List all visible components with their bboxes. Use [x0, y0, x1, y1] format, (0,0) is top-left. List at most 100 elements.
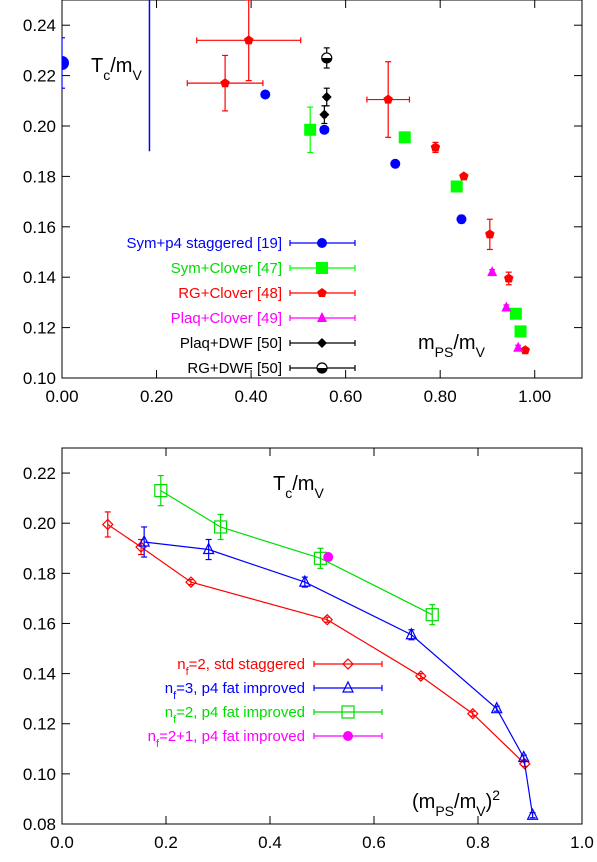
x-tick-label: 0.00	[45, 387, 78, 406]
plot-frame	[61, 447, 583, 825]
x-tick-label: 0.0	[50, 833, 74, 852]
x-tick-label: 0.80	[424, 387, 457, 406]
y-tick-label: 0.20	[23, 117, 56, 136]
y-tick-label: 0.18	[23, 167, 56, 186]
y-tick-label: 0.16	[23, 218, 56, 237]
legend-marker	[317, 238, 327, 248]
data-point	[321, 52, 333, 64]
data-point	[214, 520, 228, 534]
plot-frame	[61, 0, 583, 379]
series-line	[160, 490, 433, 616]
data-point	[321, 613, 334, 626]
legend-label: Plaq+DWF [50]	[180, 335, 282, 352]
legend-marker	[317, 312, 327, 322]
legend-label: nf=3, p4 fat improved	[165, 680, 305, 702]
x-tick-label: 0.40	[235, 387, 268, 406]
y-tick-label: 0.14	[23, 268, 56, 287]
legend-marker	[341, 705, 355, 719]
x-tick-label: 1.0	[570, 833, 594, 852]
data-point	[298, 574, 311, 587]
series-line	[144, 541, 534, 816]
y-axis-label: Tc/mV	[91, 55, 142, 83]
series-4	[319, 87, 332, 125]
data-point	[520, 345, 530, 355]
data-point	[185, 576, 197, 588]
y-tick-label: 0.20	[23, 514, 56, 533]
data-point	[260, 89, 271, 100]
data-point	[304, 123, 317, 136]
legend-label: nf=2, p4 fat improved	[165, 704, 305, 726]
data-point	[526, 807, 539, 820]
y-tick-label: 0.22	[23, 464, 56, 483]
data-point	[138, 534, 151, 547]
chart-top: 0.10 0.12 0.14 0.16 0.18 0.20 0.22 0.24 0.00 0.20…	[23, 0, 583, 406]
series-2	[186, 0, 530, 355]
legend-marker	[317, 338, 327, 348]
x-tick-label: 0.20	[140, 387, 173, 406]
legend-marker	[342, 658, 354, 670]
y-tick-label: 0.14	[23, 665, 56, 684]
y-tick-label: 0.12	[23, 319, 56, 338]
series-3	[487, 266, 524, 352]
x-tick-label: 0.4	[258, 833, 282, 852]
y-axis-label: Tc/mV	[273, 473, 324, 501]
data-point	[390, 158, 401, 169]
y-tick-label: 0.10	[23, 765, 56, 784]
data-point	[319, 109, 330, 120]
data-point	[487, 266, 498, 277]
data-point	[154, 484, 168, 498]
x-axis-label: mPS/mV	[418, 332, 486, 360]
y-tick-label: 0.16	[23, 614, 56, 633]
plot-area	[62, 0, 530, 355]
x-tick-label: 0.60	[329, 387, 362, 406]
series-0	[101, 511, 531, 770]
series-0	[260, 89, 467, 225]
data-point	[509, 307, 522, 320]
x-tick-label: 0.8	[466, 833, 490, 852]
data-point	[517, 750, 530, 763]
data-point	[425, 608, 439, 622]
data-point	[101, 518, 114, 531]
data-point	[244, 35, 254, 45]
series-1	[304, 106, 527, 338]
legend-label: nf=2+1, p4 fat improved	[148, 728, 305, 750]
legend-label: Sym+Clover [47]	[171, 260, 282, 277]
legend-label: RG+Clover [48]	[178, 285, 282, 302]
series-6	[62, 37, 69, 89]
series-5	[321, 47, 333, 69]
y-tick-label: 0.08	[23, 815, 56, 834]
data-point	[321, 92, 332, 103]
data-point	[383, 94, 393, 104]
legend-marker	[343, 731, 353, 741]
data-point	[490, 701, 503, 714]
legend-marker	[342, 680, 354, 693]
data-point	[485, 229, 495, 239]
x-tick-label: 0.6	[362, 833, 386, 852]
legend-label: Sym+p4 staggered [19]	[126, 235, 282, 252]
x-tick-label: 1.00	[518, 387, 551, 406]
legend-marker	[316, 362, 328, 374]
plot-area	[101, 474, 539, 820]
y-tick-label: 0.12	[23, 715, 56, 734]
data-point	[459, 171, 469, 181]
series-3	[323, 552, 334, 563]
legend-label: nf=2, std staggered	[177, 656, 305, 678]
legend-label: Plaq+Clover [49]	[171, 310, 282, 327]
data-point	[220, 78, 230, 88]
series-1	[138, 526, 539, 820]
data-point	[323, 552, 334, 563]
data-point	[514, 325, 527, 338]
legend-marker	[316, 262, 328, 274]
data-point	[319, 124, 330, 135]
data-point	[504, 273, 514, 283]
data-point	[466, 707, 479, 720]
data-point	[513, 341, 524, 352]
data-point	[501, 301, 512, 312]
legend-marker	[317, 288, 327, 297]
data-point	[414, 670, 427, 682]
data-point	[202, 542, 215, 555]
data-point	[405, 627, 418, 640]
data-point	[62, 56, 69, 70]
y-tick-label: 0.18	[23, 564, 56, 583]
